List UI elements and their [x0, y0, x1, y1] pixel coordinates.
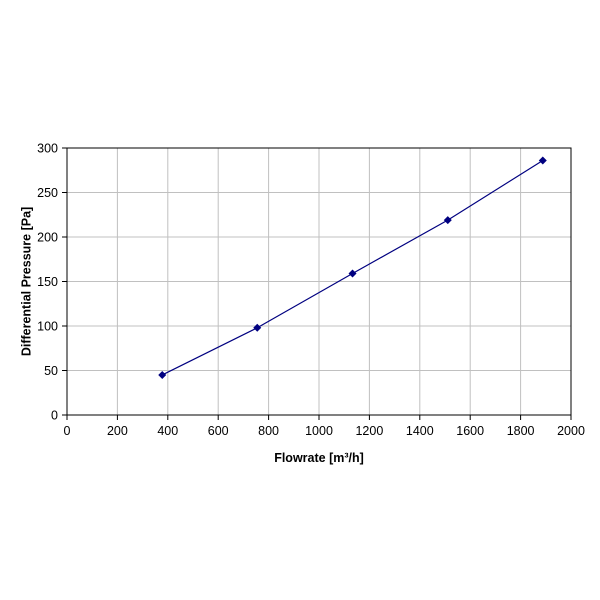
x-tick-label: 1800 [507, 424, 535, 438]
x-tick-label: 200 [107, 424, 128, 438]
x-tick-label: 1600 [456, 424, 484, 438]
x-axis-title: Flowrate [m³/h] [274, 451, 364, 465]
series-group [158, 156, 547, 379]
y-tick-label: 50 [44, 364, 58, 378]
data-point-marker [158, 370, 167, 379]
y-tick-label: 150 [37, 275, 58, 289]
y-tick-labels: 0 50 100 150 200 250 300 [37, 142, 58, 423]
y-axis-title: Differential Pressure [Pa] [19, 207, 33, 356]
x-tick-label: 1400 [406, 424, 434, 438]
x-tick-labels: 0 200 400 600 800 1000 1200 1400 1600 1800 2000 [64, 424, 585, 438]
y-tick-label: 0 [51, 409, 58, 423]
x-tick-label: 0 [64, 424, 71, 438]
x-tick-label: 400 [157, 424, 178, 438]
y-tick-label: 100 [37, 320, 58, 334]
data-point-marker [348, 269, 357, 278]
data-point-marker [443, 216, 452, 225]
x-tick-label: 800 [258, 424, 279, 438]
x-tick-label: 600 [208, 424, 229, 438]
y-tick-label: 200 [37, 231, 58, 245]
data-point-marker [253, 323, 262, 332]
y-tick-label: 300 [37, 142, 58, 156]
grid-lines [67, 148, 571, 415]
x-tick-label: 1000 [305, 424, 333, 438]
tick-marks [62, 147, 572, 420]
x-tick-label: 2000 [557, 424, 585, 438]
x-tick-label: 1200 [355, 424, 383, 438]
data-point-marker [538, 156, 547, 165]
y-tick-label: 250 [37, 186, 58, 200]
